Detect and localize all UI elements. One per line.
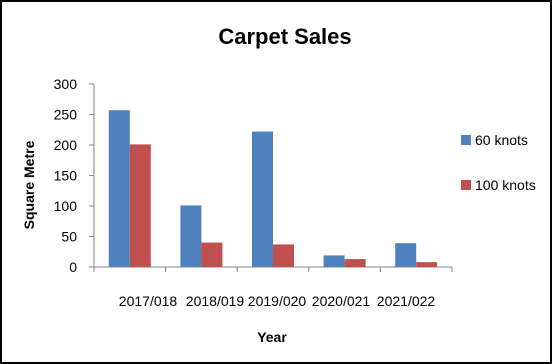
bar-100-knots-0: [129, 144, 151, 267]
bar-60-knots-4: [395, 243, 417, 267]
x-tick-label: 2018/019: [186, 293, 245, 309]
plot-area: 0 50 100 150 200 250 300 2017/018 2018/019 2019/0…: [54, 76, 453, 309]
legend-swatch: [461, 180, 471, 190]
y-tick-label: 200: [54, 137, 78, 153]
bar-100-knots-1: [201, 242, 223, 267]
bar-100-knots-3: [344, 259, 366, 267]
bar-60-knots-2: [252, 131, 273, 267]
x-tick-label: 2020/021: [312, 293, 371, 309]
y-tick-label: 250: [54, 107, 78, 123]
x-tick-label: 2019/020: [248, 293, 307, 309]
chart-title: Carpet Sales: [218, 24, 351, 49]
legend-label: 60 knots: [475, 132, 528, 148]
bar-60-knots-1: [180, 205, 202, 267]
y-tick-label: 300: [54, 76, 78, 92]
legend: 60 knots 100 knots: [461, 132, 536, 193]
bar-60-knots-3: [323, 255, 345, 267]
bar-100-knots-4: [416, 262, 438, 267]
bar-100-knots-2: [273, 244, 294, 267]
y-tick-label: 150: [54, 168, 78, 184]
y-tick-label: 100: [54, 198, 78, 214]
x-tick-label: 2021/022: [377, 293, 436, 309]
x-axis-title: Year: [257, 329, 287, 345]
bar-60-knots-0: [108, 110, 130, 267]
y-tick-label: 0: [69, 259, 77, 275]
x-tick-label: 2017/018: [119, 293, 178, 309]
legend-swatch: [461, 135, 471, 145]
y-axis-title: Square Metre: [21, 140, 37, 229]
y-tick-label: 50: [61, 229, 77, 245]
legend-label: 100 knots: [475, 177, 536, 193]
